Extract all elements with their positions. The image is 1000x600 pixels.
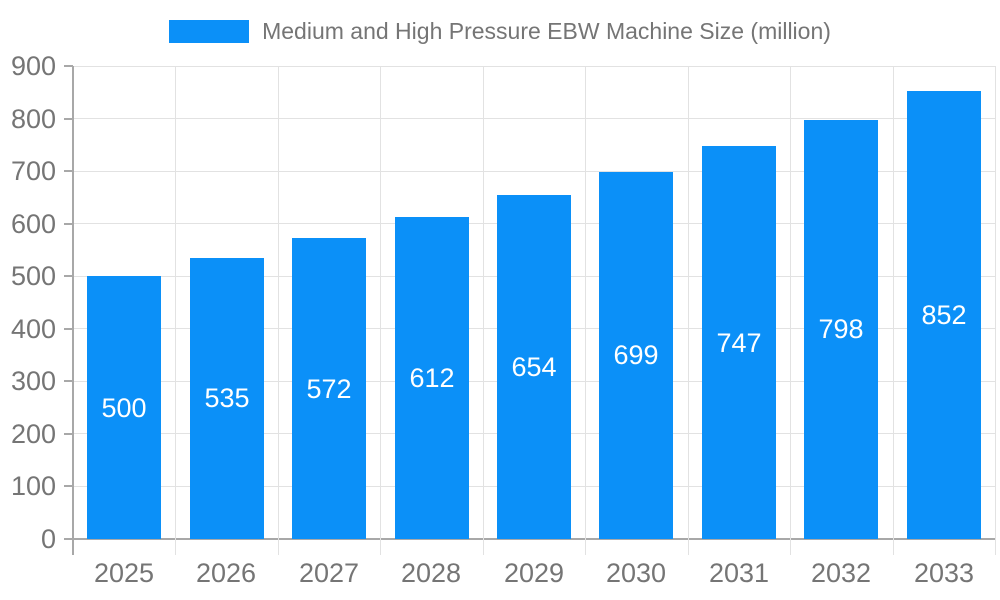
y-tick-mark (64, 380, 73, 383)
x-tick-label: 2025 (93, 558, 155, 588)
x-tick-label: 2033 (913, 558, 975, 588)
y-tick-label: 700 (10, 156, 56, 187)
v-gridline (174, 66, 176, 555)
bar-2029[interactable] (497, 195, 571, 539)
h-gridline (73, 170, 995, 172)
bar-2030[interactable] (599, 171, 673, 539)
h-gridline (73, 65, 995, 67)
bar-2027[interactable] (292, 238, 366, 539)
x-tick-label: 2026 (195, 558, 257, 588)
v-gridline (687, 66, 689, 555)
y-tick-mark (64, 222, 73, 225)
y-tick-mark (64, 117, 73, 120)
plot-area: 500 535 572 612 654 699 747 798 852 (72, 65, 996, 555)
legend-swatch (169, 20, 250, 43)
y-tick-mark (64, 170, 73, 173)
x-tick-label: 2028 (400, 558, 462, 588)
x-tick-label: 2027 (298, 558, 360, 588)
y-tick-mark (64, 275, 73, 278)
y-tick-label: 300 (10, 366, 56, 397)
bar-2033[interactable] (907, 91, 981, 539)
y-tick-label: 200 (10, 418, 56, 449)
x-tick-label: 2029 (503, 558, 565, 588)
y-tick-mark (64, 432, 73, 435)
x-axis-line (73, 538, 995, 540)
v-gridline (789, 66, 791, 555)
y-tick-label: 400 (10, 313, 56, 344)
y-tick-label: 800 (10, 103, 56, 134)
y-tick-label: 100 (10, 471, 56, 502)
v-gridline (277, 66, 279, 555)
y-tick-mark (64, 538, 73, 540)
y-axis-line (72, 66, 74, 555)
x-tick-label: 2030 (605, 558, 667, 588)
legend-item[interactable]: Medium and High Pressure EBW Machine Siz… (0, 18, 1000, 45)
y-tick-label: 600 (10, 208, 56, 239)
v-gridline (994, 66, 996, 555)
v-gridline (379, 66, 381, 555)
x-tick-label: 2032 (810, 558, 872, 588)
legend-label: Medium and High Pressure EBW Machine Siz… (262, 18, 831, 44)
bar-2025[interactable] (87, 276, 161, 539)
bar-2032[interactable] (804, 119, 878, 539)
x-tick-label: 2031 (708, 558, 770, 588)
bar-2026[interactable] (190, 257, 264, 539)
v-gridline (584, 66, 586, 555)
y-tick-mark (64, 327, 73, 330)
v-gridline (892, 66, 894, 555)
bar-2028[interactable] (395, 217, 469, 539)
bar-2031[interactable] (702, 146, 776, 539)
v-gridline (482, 66, 484, 555)
y-tick-label: 900 (10, 51, 56, 81)
y-tick-label: 500 (10, 261, 56, 292)
y-tick-mark (64, 485, 73, 488)
y-tick-label: 0 (40, 524, 56, 554)
y-tick-mark (64, 65, 73, 67)
h-gridline (73, 118, 995, 120)
